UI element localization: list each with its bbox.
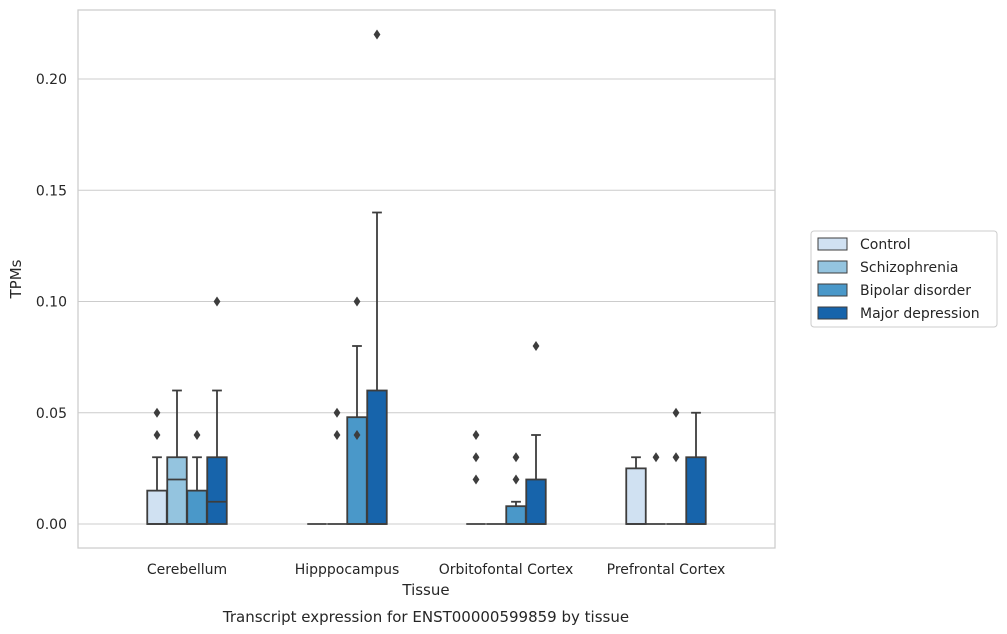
outlier-point [512,474,520,485]
outliers [153,29,680,485]
x-axis-label: Tissue [401,581,449,599]
outlier-point [353,430,361,440]
y-axis-label: TPMs [7,259,25,299]
x-tick-label: Prefrontal Cortex [607,562,726,578]
outlier-point [532,341,540,351]
outlier-point [193,430,201,440]
box-body [166,456,188,525]
box-major-depression [366,211,388,525]
y-tick-labels: 0.00 0.05 0.10 0.15 0.20 [36,72,67,533]
x-tick-label: Hipppocampus [295,562,400,578]
box-body [146,489,168,525]
box-body [366,389,388,525]
box-schizophrenia [166,389,188,525]
outlier-point [652,452,660,463]
box-body [186,489,208,525]
legend-swatch [817,283,848,297]
legend-swatch [817,306,848,320]
outlier-point [512,452,520,463]
y-tick-label: 0.00 [36,517,67,533]
outlier-point [213,296,221,307]
outlier-point [373,29,381,40]
legend: Control Schizophrenia Bipolar disorder Majo… [810,230,998,328]
legend-label: Bipolar disorder [860,283,971,299]
legend-swatch [817,237,848,251]
y-tick-label: 0.10 [36,295,67,311]
legend-frame [810,230,998,328]
box-bipolar-disorder [346,345,368,525]
outlier-point [153,430,161,440]
plot-area [77,9,776,549]
y-tick-label: 0.15 [36,183,67,199]
x-tick-labels: Cerebellum Hipppocampus Orbitofontal Corte… [147,562,725,578]
outlier-point [333,430,341,440]
box-body [625,467,647,525]
outlier-point [472,452,480,463]
outlier-point [472,474,480,485]
outlier-point [672,452,680,463]
box-body [206,456,228,525]
legend-label: Control [860,237,911,253]
outlier-point [153,407,161,418]
x-tick-label: Orbitofontal Cortex [439,562,574,578]
y-tick-label: 0.20 [36,72,67,88]
box-body [685,456,707,525]
box-control [146,456,168,525]
box-major-depression [525,434,547,525]
outlier-point [333,407,341,418]
outlier-point [353,296,361,307]
x-tick-label: Cerebellum [147,562,227,578]
outlier-point [472,430,480,440]
y-tick-label: 0.05 [36,406,67,422]
legend-label: Schizophrenia [860,260,958,276]
box-major-depression [206,389,228,525]
legend-swatch [817,260,848,274]
boxes [146,211,707,525]
box-control [625,456,647,525]
box-body [525,478,547,525]
legend-entries: Control Schizophrenia Bipolar disorder Majo… [817,237,980,322]
box-body [505,505,527,525]
legend-label: Major depression [860,306,980,322]
outlier-point [672,407,680,418]
box-major-depression [685,411,707,525]
box-bipolar-disorder [186,456,208,525]
chart-caption: Transcript expression for ENST0000059985… [222,608,629,626]
